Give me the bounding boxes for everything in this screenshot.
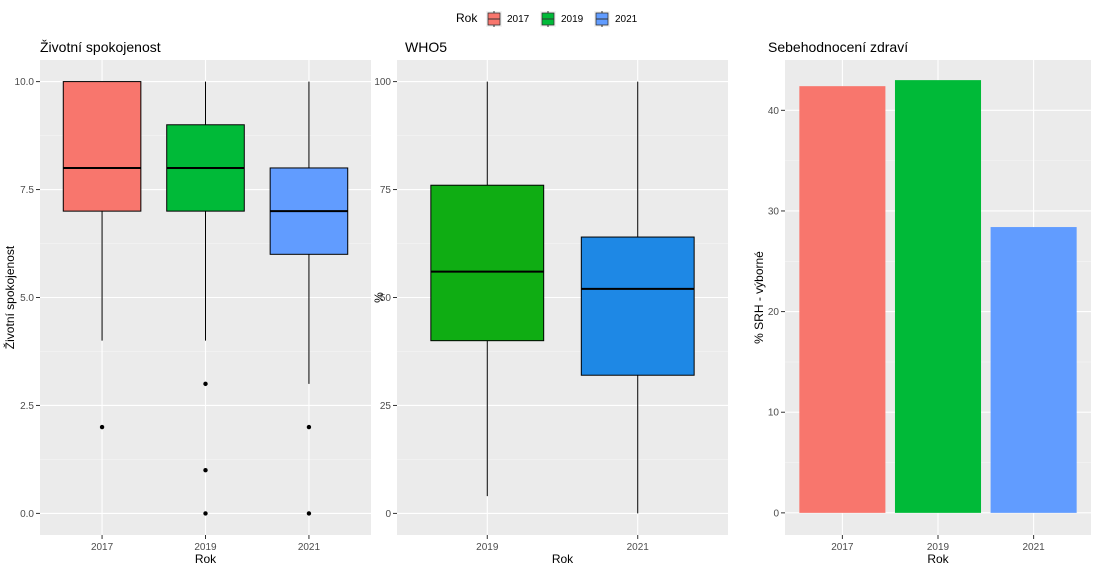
y-axis-title: Životní spokojenost [2, 245, 17, 349]
legend-label-2017: 2017 [507, 14, 530, 25]
y-tick-label: 25 [380, 401, 392, 412]
panel-title: Životní spokojenost [40, 39, 161, 55]
x-tick-label: 2021 [627, 542, 650, 553]
y-tick-label: 40 [768, 106, 780, 117]
legend-entry-2019: 2019 [540, 11, 584, 27]
y-axis-title: % SRH - výborné [752, 251, 766, 344]
y-tick-label: 100 [374, 77, 391, 88]
y-tick-label: 0.0 [20, 509, 34, 520]
legend-label-2019: 2019 [561, 14, 584, 25]
x-axis-title: Rok [552, 552, 574, 564]
box-2019 [166, 81, 245, 516]
panel-1: 0.0 2.5 5.0 7.5 10.0 2017 2019 2021 Životní spok… [2, 39, 371, 564]
y-axis-title: % [372, 292, 386, 303]
panel-title: Sebehodnocení zdraví [768, 39, 908, 55]
x-axis-title: Rok [195, 552, 217, 564]
y-tick-label: 75 [380, 185, 392, 196]
x-tick-label: 2017 [91, 542, 114, 553]
y-tick-label: 0 [773, 508, 779, 519]
y-tick-label: 7.5 [20, 185, 34, 196]
legend-entry-2017: 2017 [486, 11, 530, 27]
x-tick-label: 2019 [927, 542, 950, 553]
outlier-point [203, 381, 208, 387]
x-tick-label: 2017 [831, 542, 854, 553]
x-axis-title: Rok [927, 552, 949, 564]
bar-2019 [894, 80, 982, 513]
outlier-point [306, 511, 312, 516]
box-iqr [62, 81, 142, 212]
legend-entry-2021: 2021 [594, 11, 638, 27]
y-tick-label: 10.0 [15, 77, 35, 88]
box-2017 [62, 81, 142, 430]
y-tick-label: 20 [768, 307, 780, 318]
box-iqr [430, 184, 545, 342]
box-iqr [580, 236, 695, 376]
outlier-point [306, 424, 312, 430]
box-2019 [430, 81, 545, 497]
x-tick-label: 2021 [298, 542, 321, 553]
bar-2017 [799, 86, 886, 513]
outlier-point [99, 424, 105, 430]
bar-2021 [990, 227, 1077, 513]
panel-2: 0 25 50 75 100 2019 2021 WHO5 Rok% [372, 39, 728, 564]
box-2021 [580, 81, 695, 514]
legend-label-2021: 2021 [615, 14, 638, 25]
box-2021 [269, 81, 349, 516]
panel-3: 0 10 20 30 40 2017 2019 2021 Sebehodnocení zdrav… [752, 39, 1091, 564]
x-tick-label: 2021 [1023, 542, 1046, 553]
outlier-point [203, 468, 208, 473]
y-tick-label: 10 [768, 408, 780, 419]
y-tick-label: 2.5 [20, 401, 34, 412]
x-tick-label: 2019 [194, 542, 217, 553]
y-tick-label: 0 [385, 509, 391, 520]
y-tick-label: 30 [768, 206, 780, 217]
x-tick-label: 2019 [476, 542, 499, 553]
y-tick-label: 50 [380, 293, 392, 304]
legend: Rok 2017 2019 2021 [456, 11, 638, 27]
legend-title: Rok [456, 11, 478, 25]
y-tick-label: 5.0 [20, 293, 34, 304]
outlier-point [203, 511, 208, 516]
panel-title: WHO5 [405, 39, 447, 55]
